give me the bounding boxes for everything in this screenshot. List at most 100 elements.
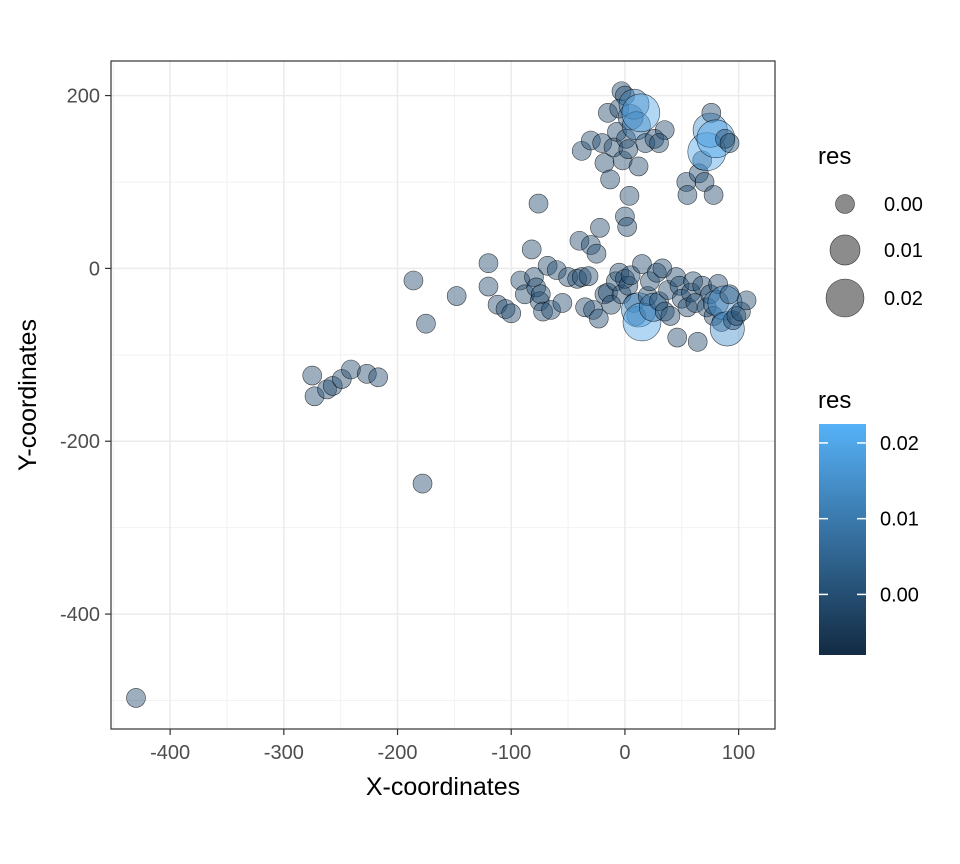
x-tick-label: 100 [722, 742, 755, 764]
size-legend-key [835, 194, 855, 214]
data-point [703, 290, 729, 316]
size-legend-label: 0.02 [884, 288, 923, 310]
data-point [654, 120, 675, 140]
data-point [600, 169, 620, 190]
data-point [632, 254, 652, 274]
data-point [687, 332, 708, 352]
data-point [709, 311, 745, 347]
x-tick-label: -100 [491, 742, 531, 764]
data-point [524, 267, 544, 287]
data-point [590, 217, 610, 238]
data-point [533, 301, 553, 322]
plot-panel [110, 60, 776, 730]
data-point [660, 306, 681, 326]
data-point [615, 206, 635, 227]
data-point [617, 104, 644, 131]
data-point [594, 153, 615, 173]
minor-gridlines [111, 61, 775, 729]
data-point [575, 297, 595, 318]
data-point [541, 300, 561, 320]
data-point [528, 193, 549, 214]
color-legend-title: res [818, 387, 851, 414]
data-point [304, 386, 325, 407]
data-point [611, 81, 632, 102]
data-point [495, 299, 516, 319]
y-tick-label: -400 [60, 604, 100, 626]
data-point [317, 379, 337, 400]
size-legend: res 0.00 0.01 0.02 [818, 143, 923, 318]
x-axis-title: X-coordinates [366, 773, 520, 801]
data-point [719, 133, 740, 153]
data-point [708, 274, 728, 294]
data-point [703, 185, 724, 205]
data-point [628, 156, 649, 177]
size-legend-key [825, 278, 865, 318]
data-point [416, 313, 436, 334]
data-point [638, 292, 668, 322]
data-point [635, 133, 656, 153]
data-point [537, 256, 558, 276]
colorbar-label: 0.01 [880, 509, 919, 531]
color-legend: res 0.02 0.01 0.00 [818, 387, 919, 655]
data-point [403, 270, 424, 291]
data-point [649, 133, 669, 153]
data-point [592, 133, 612, 153]
size-legend-label: 0.00 [884, 194, 923, 216]
data-point [586, 243, 607, 264]
data-point [612, 150, 633, 171]
data-point [571, 267, 592, 287]
data-point [618, 139, 639, 159]
data-point [521, 239, 542, 260]
y-tick-label: 200 [67, 86, 100, 108]
data-point [357, 364, 377, 384]
size-legend-title: res [818, 143, 851, 170]
y-axis: 200 0 -200 -400 [60, 86, 111, 626]
colorbar [819, 424, 866, 655]
x-tick-label: -300 [264, 742, 304, 764]
x-tick-label: -200 [378, 742, 418, 764]
data-point [731, 301, 751, 322]
data-points [126, 81, 757, 708]
data-point [412, 473, 433, 494]
data-point [723, 310, 743, 331]
data-point [478, 276, 499, 297]
data-point [601, 294, 622, 315]
data-point [696, 297, 717, 318]
data-point [692, 275, 713, 296]
data-point [626, 306, 647, 326]
data-point [616, 128, 636, 149]
y-tick-label: 0 [89, 258, 100, 280]
data-point [552, 293, 573, 313]
data-point [654, 301, 675, 322]
data-point [530, 284, 551, 305]
data-point [646, 262, 667, 283]
plot-background [111, 61, 775, 729]
plot-border [110, 60, 776, 730]
data-point [126, 688, 146, 708]
data-point [667, 327, 688, 348]
data-point [529, 291, 550, 312]
size-legend-key [829, 234, 861, 266]
data-point [515, 284, 535, 305]
data-point [598, 103, 618, 123]
data-point [546, 260, 567, 280]
x-tick-label: -400 [150, 742, 190, 764]
data-point [341, 359, 361, 380]
data-point [617, 217, 637, 237]
data-point [618, 88, 650, 120]
data-point [478, 253, 499, 274]
data-point [736, 290, 757, 311]
data-point [594, 284, 615, 305]
y-axis-title: Y-coordinates [14, 319, 42, 471]
data-point [622, 302, 662, 342]
size-legend-label: 0.01 [884, 240, 923, 262]
colorbar-ticks: 0.02 0.01 0.00 [819, 433, 919, 606]
data-point [569, 230, 590, 251]
data-point [578, 266, 599, 286]
colorbar-label: 0.00 [880, 584, 919, 606]
data-point [683, 271, 703, 292]
data-point [615, 85, 635, 106]
data-point [368, 367, 388, 388]
data-point [685, 293, 706, 313]
